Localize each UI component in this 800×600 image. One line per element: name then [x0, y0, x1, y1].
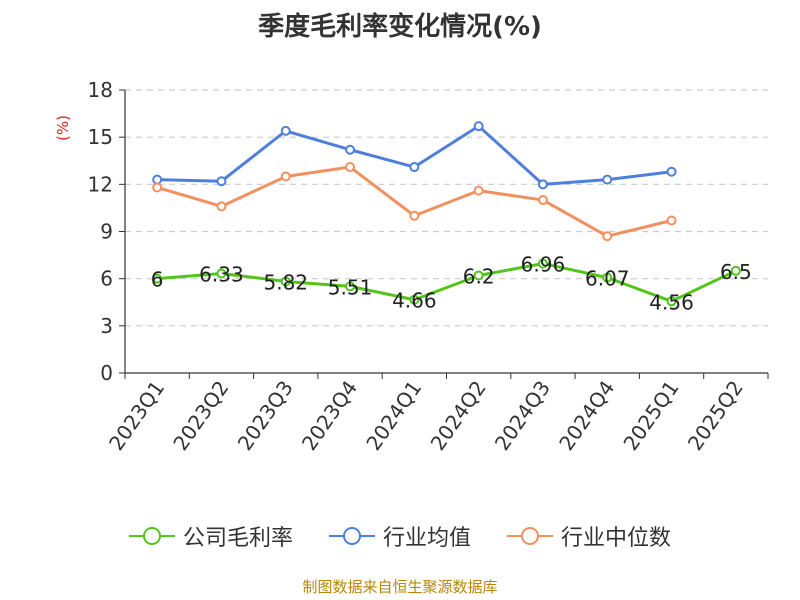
legend-label: 行业均值	[382, 526, 471, 551]
x-tick-label: 2024Q2	[426, 376, 491, 455]
data-point	[473, 121, 484, 132]
y-tick-label: 12	[88, 172, 113, 196]
data-label: 6.5	[720, 260, 752, 284]
data-point	[280, 276, 291, 287]
data-point	[537, 195, 548, 206]
data-point	[666, 215, 677, 226]
data-point	[152, 273, 163, 284]
data-label: 4.56	[649, 290, 694, 314]
data-point	[602, 272, 613, 283]
legend-item-company[interactable]: 公司毛利率	[128, 520, 293, 552]
legend-label: 行业中位数	[561, 526, 672, 551]
x-tick-label: 2024Q3	[490, 376, 555, 455]
y-tick-label: 0	[100, 361, 113, 385]
y-tick-label: 15	[88, 125, 113, 149]
data-point	[280, 171, 291, 182]
y-axis-label: (%)	[54, 115, 72, 141]
y-tick-label: 18	[88, 78, 113, 102]
data-label: 4.66	[392, 289, 437, 313]
legend-marker-icon	[328, 527, 375, 545]
legend-marker-icon	[507, 527, 553, 545]
y-tick-label: 9	[100, 220, 113, 244]
x-tick-label: 2023Q2	[168, 376, 233, 455]
data-point	[602, 174, 613, 185]
legend-label: 公司毛利率	[182, 526, 293, 551]
data-point	[666, 296, 677, 307]
data-point	[537, 258, 548, 269]
legend: 公司毛利率 行业均值 行业中位数	[0, 520, 800, 552]
data-point	[409, 294, 420, 305]
legend-item-industry-median[interactable]: 行业中位数	[507, 520, 671, 552]
x-tick-label: 2023Q1	[104, 376, 169, 455]
series-line	[157, 124, 672, 186]
x-tick-label: 2024Q4	[554, 376, 619, 455]
x-tick-label: 2023Q4	[297, 376, 362, 455]
data-point	[537, 179, 548, 190]
series-line	[156, 165, 672, 238]
data-point	[409, 162, 420, 173]
data-point	[602, 231, 613, 242]
data-label: 6.07	[585, 267, 630, 291]
data-point	[345, 281, 356, 292]
x-tick-label: 2023Q3	[233, 376, 298, 455]
y-tick-label: 6	[100, 267, 113, 291]
data-point	[216, 176, 227, 187]
data-point	[473, 185, 484, 196]
data-point	[216, 201, 227, 212]
data-label: 5.51	[328, 275, 373, 299]
data-point	[345, 144, 356, 155]
legend-item-industry-mean[interactable]: 行业均值	[328, 520, 471, 552]
data-point	[152, 174, 163, 185]
data-point	[409, 210, 420, 221]
x-tick-label: 2024Q1	[361, 376, 426, 455]
x-tick-label: 2025Q2	[683, 376, 748, 455]
data-point	[666, 166, 677, 177]
chart-title: 季度毛利率变化情况(%)	[258, 12, 542, 42]
data-point	[345, 162, 356, 173]
data-label: 6.2	[463, 265, 495, 289]
data-point	[216, 268, 227, 279]
legend-marker-icon	[128, 527, 175, 545]
data-label: 6.33	[199, 262, 244, 286]
x-tick-label: 2025Q1	[618, 376, 683, 455]
data-point	[730, 265, 741, 276]
series-line	[157, 262, 737, 303]
data-label: 5.82	[263, 270, 308, 294]
data-label: 6.96	[521, 253, 566, 277]
data-point	[152, 182, 163, 193]
data-label: 6	[151, 268, 164, 292]
y-tick-label: 3	[100, 314, 113, 338]
source-note: 制图数据来自恒生聚源数据库	[302, 578, 498, 596]
data-point	[280, 125, 291, 136]
data-point	[473, 270, 484, 281]
